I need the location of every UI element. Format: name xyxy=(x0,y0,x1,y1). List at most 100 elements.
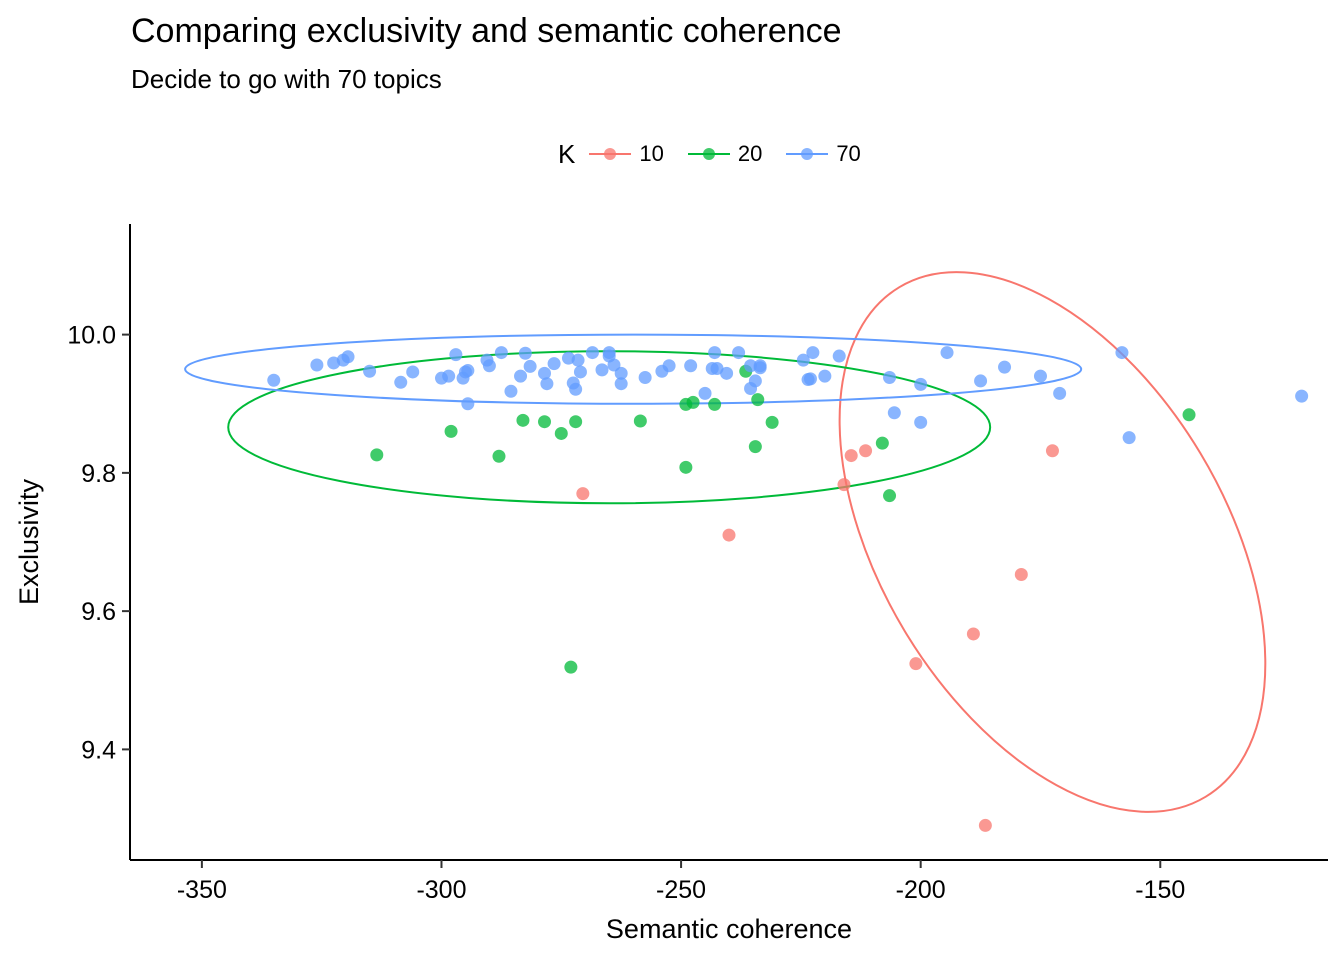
legend-label-10: 10 xyxy=(639,141,664,166)
x-axis-ticks: -350 -300 -250 -200 -150 xyxy=(177,860,1185,904)
point-k20 xyxy=(444,424,458,438)
point-k10 xyxy=(1045,444,1059,458)
point-k10 xyxy=(1014,567,1028,581)
point-k70 xyxy=(363,364,377,378)
point-k10 xyxy=(978,818,992,832)
point-k70 xyxy=(732,346,746,360)
point-k70 xyxy=(547,357,561,371)
point-k20 xyxy=(554,426,568,440)
point-k20 xyxy=(564,660,578,674)
point-k70 xyxy=(394,375,408,389)
y-tick-label: 9.4 xyxy=(81,736,116,764)
point-k20 xyxy=(751,393,765,407)
x-tick-label: -200 xyxy=(896,876,946,904)
point-k70 xyxy=(883,370,897,384)
y-axis-ticks: 9.4 9.6 9.8 10.0 xyxy=(67,322,130,764)
point-k70 xyxy=(482,359,496,373)
point-k70 xyxy=(602,346,616,360)
legend: K 10 20 70 xyxy=(558,138,885,170)
point-k70 xyxy=(595,363,609,377)
point-k70 xyxy=(449,348,463,362)
point-k70 xyxy=(585,346,599,360)
point-k10 xyxy=(837,478,851,492)
point-k70 xyxy=(518,346,532,360)
x-tick-label: -350 xyxy=(177,876,227,904)
point-k20 xyxy=(708,397,722,411)
point-k70 xyxy=(914,377,928,391)
legend-label-20: 20 xyxy=(737,141,763,166)
point-k70 xyxy=(442,369,456,383)
point-k70 xyxy=(538,366,552,380)
confidence-ellipses xyxy=(184,271,1267,813)
point-k20 xyxy=(748,440,762,454)
y-tick-label: 9.8 xyxy=(81,460,116,488)
point-k70 xyxy=(523,359,537,373)
point-k70 xyxy=(887,406,901,420)
point-k70 xyxy=(720,366,734,380)
chart-title: Comparing exclusivity and semantic coher… xyxy=(131,12,842,50)
x-axis-title: Semantic coherence xyxy=(606,914,852,944)
y-tick-label: 10.0 xyxy=(67,322,116,350)
point-k70 xyxy=(504,384,518,398)
ellipse-k70 xyxy=(184,333,1083,405)
legend-item-70: 70 xyxy=(786,141,874,167)
point-k70 xyxy=(571,353,585,367)
y-tick-label: 9.6 xyxy=(81,598,116,626)
point-k20 xyxy=(686,395,700,409)
point-k70 xyxy=(638,370,652,384)
point-k70 xyxy=(710,361,724,375)
point-k70 xyxy=(1053,386,1067,400)
point-k70 xyxy=(803,372,817,386)
chart-subtitle: Decide to go with 70 topics xyxy=(131,64,442,94)
point-k70 xyxy=(494,346,508,360)
point-k70 xyxy=(832,349,846,363)
ellipse-k20 xyxy=(227,350,992,505)
point-k70 xyxy=(1295,389,1309,403)
point-k70 xyxy=(1122,431,1136,445)
point-k70 xyxy=(514,369,528,383)
legend-key-70 xyxy=(786,148,829,160)
point-k10 xyxy=(576,487,590,501)
point-k70 xyxy=(796,353,810,367)
point-k20 xyxy=(492,449,506,463)
point-k70 xyxy=(698,386,712,400)
point-k70 xyxy=(974,374,988,388)
point-k70 xyxy=(310,358,324,372)
legend-dot-10 xyxy=(604,148,617,160)
legend-label-70: 70 xyxy=(836,141,861,166)
point-k20 xyxy=(679,460,693,474)
y-axis-title: Exclusivity xyxy=(14,478,44,605)
legend-key-20 xyxy=(687,148,730,160)
point-k20 xyxy=(516,413,530,427)
legend-item-10: 10 xyxy=(589,141,677,167)
point-k70 xyxy=(569,382,583,396)
point-k20 xyxy=(875,436,889,450)
point-k70 xyxy=(406,365,420,379)
point-k20 xyxy=(538,415,552,429)
point-k20 xyxy=(1182,408,1196,422)
point-k70 xyxy=(614,366,628,380)
point-k70 xyxy=(914,415,928,429)
ellipse-k10 xyxy=(838,271,1267,813)
x-tick-label: -250 xyxy=(656,876,706,904)
point-k70 xyxy=(540,377,554,391)
point-k70 xyxy=(753,361,767,375)
point-k20 xyxy=(569,415,583,429)
point-k10 xyxy=(859,444,873,458)
point-k10 xyxy=(966,627,980,641)
point-k70 xyxy=(748,374,762,388)
point-k10 xyxy=(722,528,736,542)
point-k10 xyxy=(909,657,923,671)
x-tick-label: -150 xyxy=(1135,876,1185,904)
point-k20 xyxy=(883,489,897,503)
point-k70 xyxy=(818,369,832,383)
point-k70 xyxy=(573,365,587,379)
point-k20 xyxy=(370,448,384,462)
point-k70 xyxy=(1115,346,1129,360)
point-k10 xyxy=(844,449,858,463)
point-k70 xyxy=(267,373,281,387)
legend-item-20: 20 xyxy=(687,141,776,167)
point-k70 xyxy=(341,350,355,364)
point-k70 xyxy=(614,377,628,391)
